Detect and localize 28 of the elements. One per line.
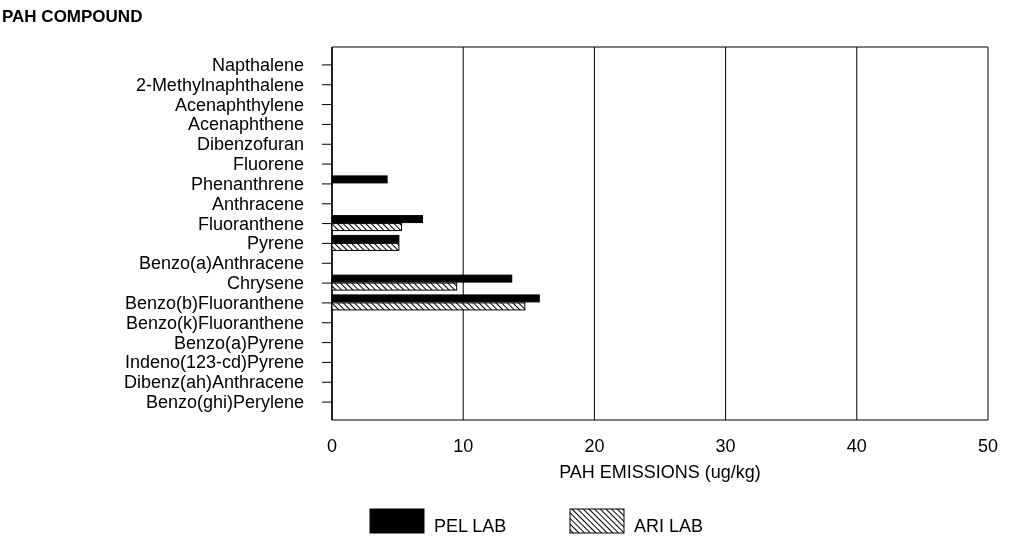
- y-tick-label: Benzo(a)Pyrene: [173, 332, 304, 353]
- x-tick-label: 10: [453, 436, 474, 456]
- x-tick-label: 0: [326, 436, 338, 456]
- y-tick-label: Acenaphthylene: [174, 94, 304, 115]
- y-tick-label: Pyrene: [246, 233, 304, 254]
- y-tick-label: Dibenzofuran: [196, 134, 304, 155]
- legend-label: ARI LAB: [634, 516, 704, 536]
- y-tick-label: Benzo(k)Fluoranthene: [125, 312, 304, 333]
- y-tick-label: Indeno(123-cd)Pyrene: [124, 352, 304, 373]
- y-tick-label: Benzo(b)Fluoranthene: [124, 292, 304, 313]
- y-tick-label: Fluorene: [232, 154, 304, 175]
- y-axis-title: PAH COMPOUND: [2, 7, 143, 26]
- x-tick-label: 50: [977, 436, 999, 456]
- y-tick-label: Napthalene: [211, 54, 304, 75]
- y-tick-label: Phenanthrene: [190, 173, 304, 194]
- y-tick-label: 2-Methylnaphthalene: [135, 74, 304, 95]
- x-tick-label: 30: [715, 436, 736, 456]
- x-axis-title: PAH EMISSIONS (ug/kg): [559, 462, 761, 482]
- y-tick-label: Dibenz(ah)Anthracene: [123, 372, 304, 393]
- y-tick-label: Benzo(ghi)Perylene: [145, 392, 304, 413]
- y-tick-label: Anthracene: [211, 193, 304, 214]
- x-tick-label: 20: [584, 436, 605, 456]
- y-tick-label: Benzo(a)Anthracene: [138, 253, 304, 274]
- y-tick-label: Fluoranthene: [197, 213, 304, 234]
- y-tick-label: Acenaphthene: [187, 114, 304, 135]
- x-tick-label: 40: [846, 436, 867, 456]
- y-tick-label: Chrysene: [226, 273, 304, 294]
- legend-label: PEL LAB: [434, 516, 507, 536]
